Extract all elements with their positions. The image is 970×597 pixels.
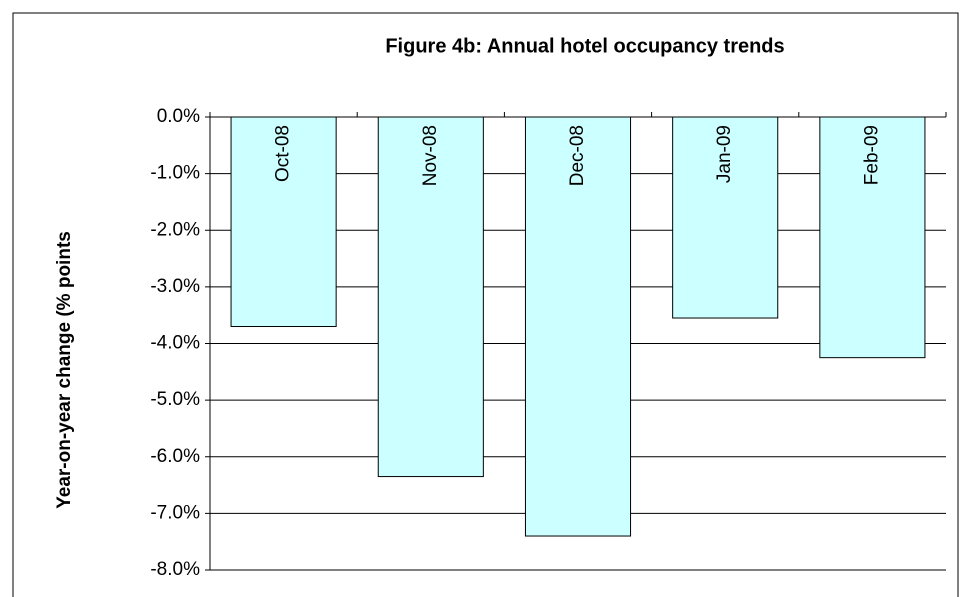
x-tick-label: Oct-08 (273, 125, 294, 182)
x-tick-label: Dec-08 (567, 125, 588, 186)
bar (230, 116, 337, 328)
chart-title: Figure 4b: Annual hotel occupancy trends (385, 35, 784, 57)
y-tick-label: -3.0% (150, 276, 200, 297)
y-label-group: Year-on-year change (% points (54, 231, 75, 509)
y-tick-label: -6.0% (150, 446, 200, 467)
y-tick-label: -1.0% (150, 163, 200, 184)
x-tick-label: Feb-09 (861, 125, 882, 185)
y-axis-label: Year-on-year change (% points (54, 231, 75, 509)
bar (524, 116, 632, 537)
chart-frame (12, 12, 959, 597)
bar (672, 116, 779, 319)
y-tick-label: -7.0% (150, 502, 200, 523)
y-tick-label: -5.0% (150, 389, 200, 410)
x-tick-label: Jan-09 (714, 125, 735, 183)
y-tick-label: -4.0% (150, 333, 200, 354)
x-tick-label: Nov-08 (420, 125, 441, 186)
y-tick-label: 0.0% (157, 106, 200, 127)
y-tick-label: -2.0% (150, 219, 200, 240)
bar (377, 116, 484, 478)
y-tick-label: -8.0% (150, 559, 200, 580)
bar (819, 116, 926, 359)
